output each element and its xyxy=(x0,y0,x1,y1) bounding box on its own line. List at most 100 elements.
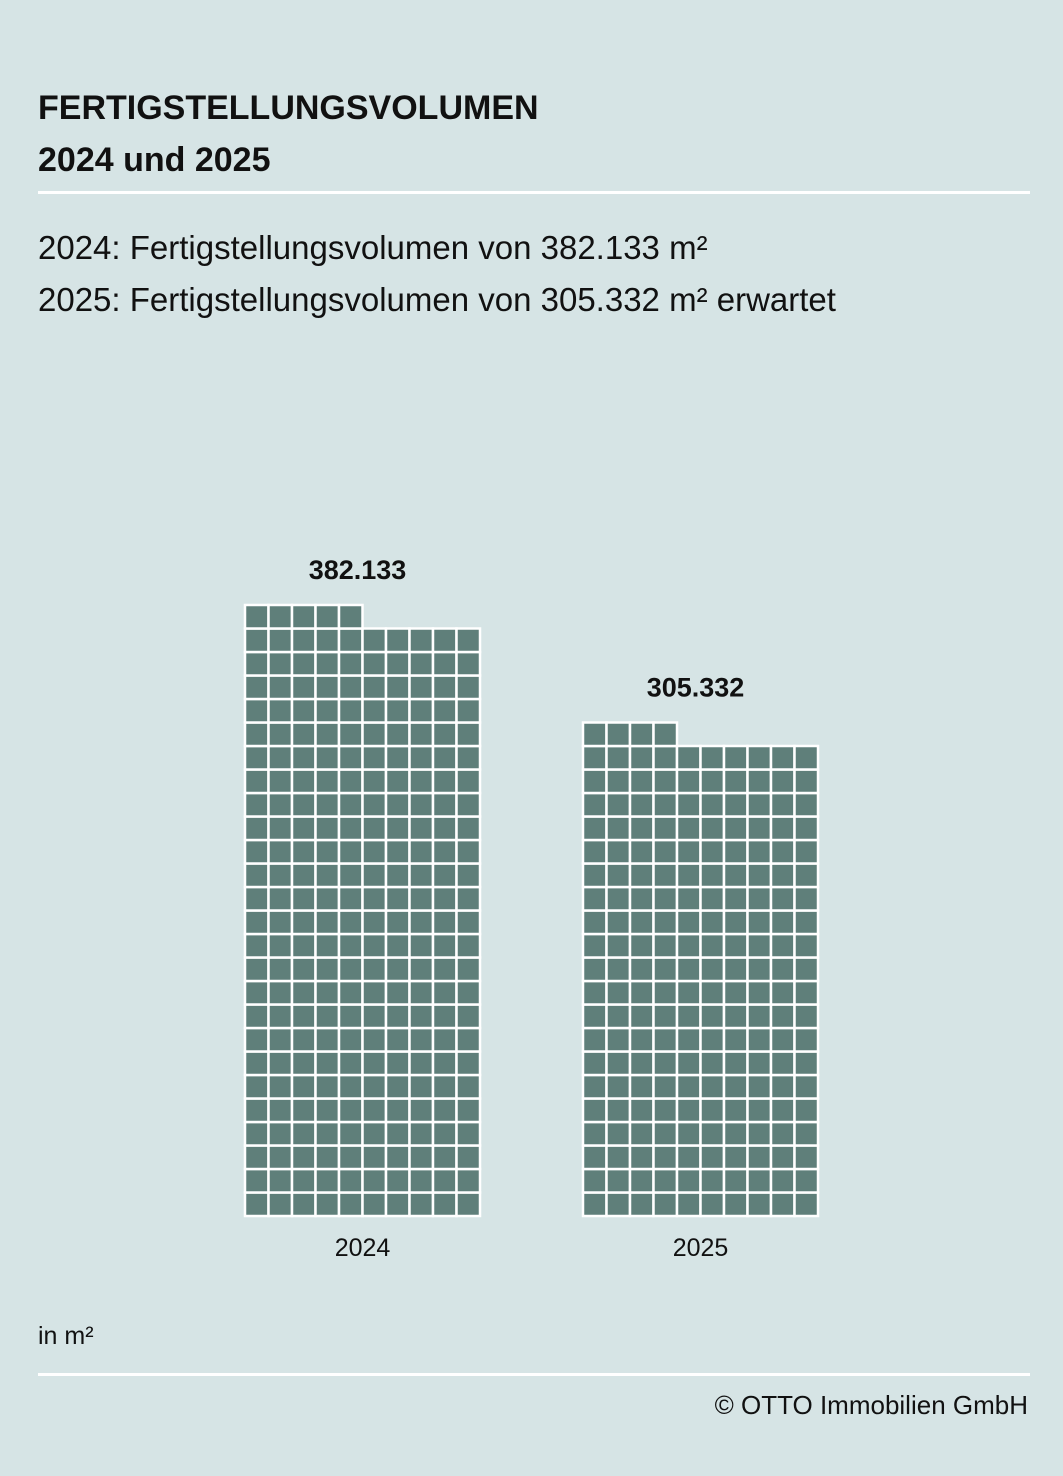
bar-cell xyxy=(290,862,317,889)
bar-cell xyxy=(337,838,364,865)
bar-cell xyxy=(605,956,632,983)
description-line-2025: 2025: Fertigstellungsvolumen von 305.332… xyxy=(38,281,836,318)
bar-cell xyxy=(431,815,458,842)
bar-cell xyxy=(431,1191,458,1218)
bar-cell xyxy=(337,1120,364,1147)
bar-cell xyxy=(722,1167,749,1194)
bar-cell xyxy=(361,721,388,748)
bar-cell xyxy=(337,603,364,630)
bar-cell xyxy=(431,1026,458,1053)
bar-cell xyxy=(361,1120,388,1147)
bar-cell xyxy=(769,956,796,983)
bar-cell xyxy=(722,1144,749,1171)
bar-cell xyxy=(699,1167,726,1194)
bar-cell xyxy=(793,768,820,795)
waffle-bar-chart: 382.133 2024 305.332 2025 xyxy=(243,555,820,1262)
bar-cell xyxy=(675,791,702,818)
bar-cell xyxy=(455,932,482,959)
bar-cell xyxy=(337,1050,364,1077)
bar-cell xyxy=(652,932,679,959)
bar-cell xyxy=(628,1050,655,1077)
bar-cell xyxy=(337,1073,364,1100)
bar-cell xyxy=(675,1120,702,1147)
bar-cell xyxy=(267,603,294,630)
bar-cell xyxy=(628,862,655,889)
category-label-2025: 2025 xyxy=(673,1234,729,1262)
bar-cell xyxy=(699,1026,726,1053)
bar-cell xyxy=(699,815,726,842)
bar-cell xyxy=(793,862,820,889)
bar-cell xyxy=(431,1120,458,1147)
bar-cell xyxy=(431,768,458,795)
bar-cell xyxy=(455,627,482,654)
bar-cell xyxy=(769,1191,796,1218)
bar-cell xyxy=(243,1167,270,1194)
bar-cell xyxy=(746,932,773,959)
bar-cell xyxy=(675,1073,702,1100)
bar-cell xyxy=(361,1050,388,1077)
bar-cell xyxy=(746,1003,773,1030)
bar-cell xyxy=(384,909,411,936)
bar-cell xyxy=(581,1097,608,1124)
bar-cell xyxy=(314,1003,341,1030)
bar-cell xyxy=(605,1073,632,1100)
bar-cell xyxy=(384,838,411,865)
bar-cell xyxy=(337,791,364,818)
bar-cell xyxy=(722,1050,749,1077)
bar-cell xyxy=(408,885,435,912)
bar-cell xyxy=(581,791,608,818)
bar-cell xyxy=(361,1073,388,1100)
bar-cell xyxy=(746,1167,773,1194)
bar-cell xyxy=(793,1191,820,1218)
bar-cell xyxy=(290,697,317,724)
bar-cell xyxy=(243,1191,270,1218)
bar-cell xyxy=(267,909,294,936)
bar-cell xyxy=(652,1167,679,1194)
bar-cell xyxy=(361,674,388,701)
bar-cell xyxy=(267,979,294,1006)
bar-cell xyxy=(267,1144,294,1171)
bar-cell xyxy=(675,1167,702,1194)
bar-cell xyxy=(267,791,294,818)
value-label-2025: 305.332 xyxy=(647,673,745,703)
bar-cell xyxy=(431,956,458,983)
bar-cell xyxy=(243,744,270,771)
bar-cell xyxy=(769,838,796,865)
bar-cell xyxy=(605,744,632,771)
bar-cell xyxy=(746,909,773,936)
bar-cell xyxy=(628,1073,655,1100)
bar-cell xyxy=(652,885,679,912)
value-label-2024: 382.133 xyxy=(309,555,407,585)
bar-cell xyxy=(455,768,482,795)
bar-cell xyxy=(290,744,317,771)
bar-cell xyxy=(652,1003,679,1030)
bar-cell xyxy=(746,1026,773,1053)
bar-cell xyxy=(243,909,270,936)
bar-cell xyxy=(408,979,435,1006)
bar-cell xyxy=(652,1144,679,1171)
bar-cell xyxy=(314,721,341,748)
bar-cell xyxy=(722,979,749,1006)
bar-cell xyxy=(337,1144,364,1171)
bar-cell xyxy=(337,674,364,701)
bar-cell xyxy=(581,979,608,1006)
bar-cell xyxy=(243,1097,270,1124)
bar-cell xyxy=(722,1003,749,1030)
bar-cell xyxy=(605,885,632,912)
bar-cell xyxy=(605,791,632,818)
bar-cell xyxy=(581,909,608,936)
bar-cell xyxy=(384,1191,411,1218)
bar-cell xyxy=(455,1120,482,1147)
bar-cell xyxy=(675,885,702,912)
bar-cell xyxy=(361,956,388,983)
bar-cell xyxy=(455,838,482,865)
bar-cell xyxy=(699,1144,726,1171)
bar-cell xyxy=(290,1191,317,1218)
bar-cell xyxy=(769,1003,796,1030)
bar-cell xyxy=(769,1144,796,1171)
bar-cell xyxy=(408,956,435,983)
bar-cell xyxy=(746,791,773,818)
bar-cell xyxy=(581,1120,608,1147)
bar-cell xyxy=(408,862,435,889)
bar-cell xyxy=(431,838,458,865)
